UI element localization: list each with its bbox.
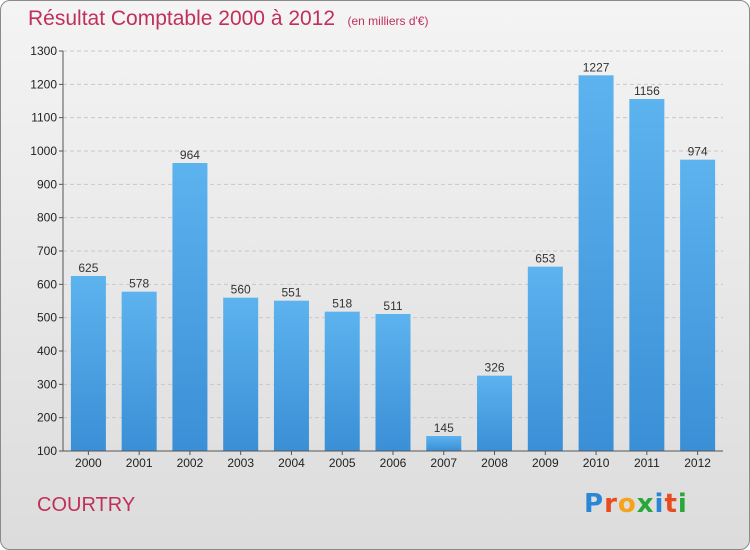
data-label: 511 (383, 299, 402, 313)
bar (477, 375, 513, 451)
bar (70, 276, 106, 451)
logo-letter: i (677, 489, 688, 519)
data-label: 974 (688, 145, 708, 159)
data-label: 518 (332, 297, 352, 311)
x-tick-label: 2004 (278, 456, 305, 470)
bar (680, 159, 716, 451)
y-tick-label: 1000 (30, 144, 57, 158)
chart-title-main: Résultat Comptable 2000 à 2012 (28, 7, 336, 30)
data-label: 653 (535, 252, 555, 266)
x-tick-label: 2008 (481, 456, 508, 470)
logo-letter: i (654, 489, 665, 519)
y-tick-label: 100 (37, 444, 57, 458)
x-tick-label: 2007 (430, 456, 457, 470)
x-tick-label: 2009 (532, 456, 559, 470)
logo-letter: r (604, 489, 618, 519)
bar (629, 99, 665, 451)
data-label: 1227 (583, 60, 610, 74)
chart-unit-note: (en milliers d'€) (347, 14, 429, 28)
x-tick-label: 2012 (684, 456, 711, 470)
bar (223, 297, 259, 451)
y-tick-label: 1300 (30, 44, 57, 58)
proxiti-logo: Proxiti (584, 489, 688, 519)
y-tick-label: 400 (37, 344, 57, 358)
x-tick-label: 2002 (177, 456, 204, 470)
y-tick-label: 500 (37, 311, 57, 325)
x-tick-label: 2005 (329, 456, 356, 470)
x-tick-label: 2006 (380, 456, 407, 470)
data-label: 1156 (634, 84, 660, 98)
bar (324, 311, 360, 451)
y-tick-label: 900 (37, 177, 57, 191)
bar (121, 291, 157, 451)
axes (59, 50, 723, 455)
y-tick-label: 300 (37, 377, 57, 391)
data-label: 625 (78, 261, 98, 275)
y-tick-label: 200 (37, 411, 57, 425)
x-tick-label: 2011 (634, 456, 660, 470)
x-tick-label: 2001 (126, 456, 153, 470)
data-label: 560 (231, 283, 251, 297)
x-tick-label: 2003 (227, 456, 254, 470)
data-label: 551 (281, 286, 301, 300)
logo-letter: P (584, 489, 605, 519)
y-tick-label: 600 (37, 277, 57, 291)
chart-title: Résultat Comptable 2000 à 2012 (en milli… (28, 7, 428, 31)
bar (375, 314, 411, 451)
bars (70, 75, 716, 451)
bar (172, 163, 208, 451)
data-label: 578 (129, 277, 149, 291)
logo-letter: x (636, 489, 655, 519)
logo-letter: t (664, 489, 678, 519)
bar (426, 436, 462, 451)
bar (527, 266, 563, 451)
city-name: COURTRY (37, 494, 136, 516)
bar (578, 75, 614, 451)
x-tick-label: 2000 (75, 456, 102, 470)
y-tick-label: 1200 (30, 77, 57, 91)
tick-labels: 100 200 300 400 500 600 700 800 900 1000 1100 1200 1… (30, 44, 711, 470)
data-label: 145 (434, 421, 454, 435)
data-label: 964 (180, 148, 200, 162)
x-tick-label: 2010 (583, 456, 610, 470)
data-label: 326 (485, 361, 505, 375)
bar (273, 300, 309, 451)
y-tick-label: 1100 (31, 111, 57, 125)
y-tick-label: 800 (37, 211, 57, 225)
y-tick-label: 700 (37, 244, 57, 258)
logo-letter: o (617, 489, 637, 519)
